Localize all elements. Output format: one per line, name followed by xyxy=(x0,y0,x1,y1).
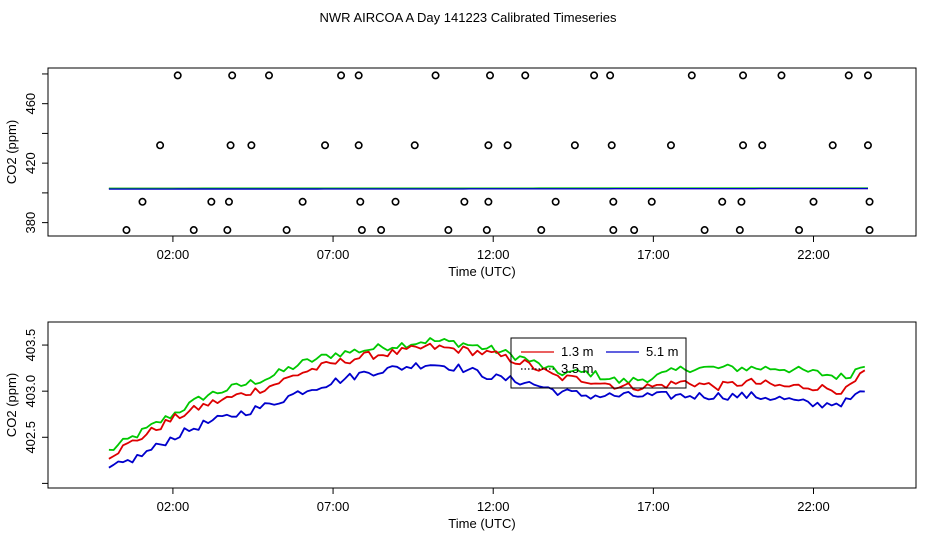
series-line-51m xyxy=(108,187,868,190)
plot-frame xyxy=(47,321,917,489)
x-tick-label: 17:00 xyxy=(637,247,670,262)
y-tick-label: 420 xyxy=(23,152,38,174)
data-point xyxy=(503,141,512,150)
data-point xyxy=(551,197,560,206)
data-point xyxy=(609,226,618,235)
data-point xyxy=(122,226,131,235)
data-point xyxy=(444,226,453,235)
data-point xyxy=(630,226,639,235)
x-axis-label: Time (UTC) xyxy=(448,516,515,531)
data-point xyxy=(484,197,493,206)
data-point xyxy=(737,197,746,206)
data-point xyxy=(607,141,616,150)
data-point xyxy=(609,197,618,206)
data-point xyxy=(228,71,237,80)
legend: 1.3 m 5.1 m 3.5 m xyxy=(510,337,687,389)
data-point xyxy=(265,71,274,80)
data-point xyxy=(173,71,182,80)
data-point xyxy=(224,197,233,206)
series-line-51m xyxy=(108,362,865,469)
x-tick-label: 22:00 xyxy=(797,499,830,514)
plot-frame xyxy=(47,67,917,237)
data-point xyxy=(666,141,675,150)
data-point xyxy=(844,71,853,80)
data-point xyxy=(795,226,804,235)
data-point xyxy=(865,197,874,206)
data-point xyxy=(758,141,767,150)
data-point xyxy=(460,197,469,206)
data-point xyxy=(486,71,495,80)
data-point xyxy=(687,71,696,80)
data-point xyxy=(354,71,363,80)
data-point xyxy=(207,197,216,206)
x-tick-label: 12:00 xyxy=(477,499,510,514)
data-point xyxy=(321,141,330,150)
x-tick-label: 07:00 xyxy=(317,499,350,514)
data-point xyxy=(484,141,493,150)
y-tick-label: 460 xyxy=(23,93,38,115)
data-point xyxy=(226,141,235,150)
legend-label: 1.3 m xyxy=(561,344,594,359)
x-tick-label: 17:00 xyxy=(637,499,670,514)
data-point xyxy=(377,226,386,235)
y-axis-label: CO2 (ppm) xyxy=(4,373,19,437)
legend-frame xyxy=(510,337,687,389)
data-point xyxy=(865,226,874,235)
y-axis-label: CO2 (ppm) xyxy=(4,120,19,184)
data-point xyxy=(156,141,165,150)
data-point xyxy=(739,141,748,150)
data-point xyxy=(718,197,727,206)
x-tick-label: 07:00 xyxy=(317,247,350,262)
data-point xyxy=(739,71,748,80)
series-line-13m xyxy=(108,342,866,460)
data-point xyxy=(410,141,419,150)
y-tick-label: 402.5 xyxy=(23,421,38,454)
data-point xyxy=(537,226,546,235)
data-point xyxy=(700,226,709,235)
data-point xyxy=(337,71,346,80)
data-point xyxy=(482,226,491,235)
y-tick-label: 403.0 xyxy=(23,375,38,408)
data-point xyxy=(570,141,579,150)
data-point xyxy=(863,141,872,150)
legend-label: 5.1 m xyxy=(646,344,679,359)
data-point xyxy=(298,197,307,206)
data-point xyxy=(863,71,872,80)
data-point xyxy=(247,141,256,150)
x-tick-label: 12:00 xyxy=(477,247,510,262)
data-point xyxy=(647,197,656,206)
data-point xyxy=(828,141,837,150)
data-point xyxy=(354,141,363,150)
data-point xyxy=(357,226,366,235)
y-tick-label: 403.5 xyxy=(23,329,38,362)
data-point xyxy=(590,71,599,80)
data-point xyxy=(735,226,744,235)
x-tick-label: 02:00 xyxy=(157,247,190,262)
legend-label: 3.5 m xyxy=(561,361,594,376)
x-tick-label: 22:00 xyxy=(797,247,830,262)
y-tick-label: 380 xyxy=(23,212,38,234)
data-point xyxy=(189,226,198,235)
data-point xyxy=(391,197,400,206)
co2-line-panel: 02:00 07:00 12:00 17:00 22:00 402.5 403.0 403.5… xyxy=(4,321,917,531)
figure-title: NWR AIRCOA A Day 141223 Calibrated Times… xyxy=(320,10,617,25)
data-point xyxy=(521,71,530,80)
data-point xyxy=(282,226,291,235)
series-line-35m xyxy=(108,337,865,451)
x-axis-label: Time (UTC) xyxy=(448,264,515,279)
x-tick-label: 02:00 xyxy=(157,499,190,514)
data-point xyxy=(223,226,232,235)
co2-scatter-panel: 02:00 07:00 12:00 17:00 22:00 380 420 460 Time (… xyxy=(4,67,917,279)
data-point xyxy=(606,71,615,80)
data-point xyxy=(809,197,818,206)
data-point xyxy=(138,197,147,206)
data-point xyxy=(356,197,365,206)
data-point xyxy=(431,71,440,80)
data-point xyxy=(777,71,786,80)
